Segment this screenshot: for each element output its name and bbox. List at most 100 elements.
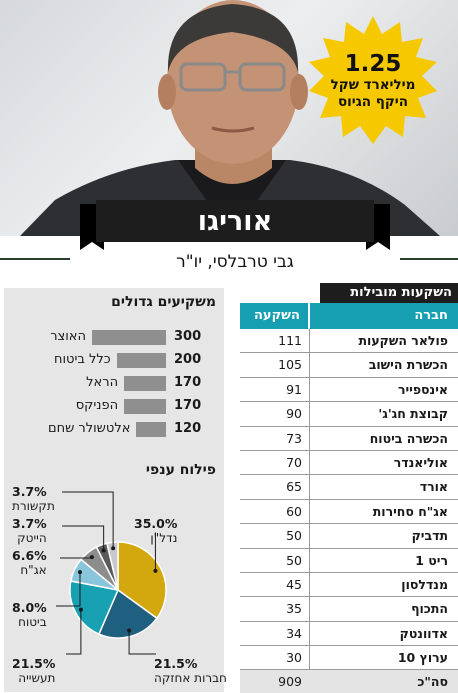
investment-value: 34 — [286, 625, 302, 641]
pie-leader-line — [154, 532, 156, 571]
pie-category-label: ביטוח — [18, 615, 47, 629]
pie-percent-label: 6.6% — [12, 548, 47, 563]
pie-label: 3.7% הייטק — [12, 516, 47, 545]
pie-label: 3.7% תקשורת — [12, 484, 55, 513]
bar-value-label: 170 — [174, 398, 202, 413]
company-name: אוליאנדר — [393, 454, 448, 470]
bar-row: 120 אלטשולר שחם — [4, 420, 224, 438]
pie-percent-label: 21.5% — [12, 656, 56, 671]
chairman-subtitle: גבי טרבלסי, יו"ר — [176, 252, 294, 272]
table-row: הכשרה ביטוח 73 — [240, 427, 458, 451]
pie-leader-dot — [101, 548, 106, 553]
company-name: הכשרת הישוב — [368, 357, 448, 373]
investment-value: 35 — [286, 601, 302, 617]
pie-slice — [117, 541, 167, 620]
pie-percent-label: 35.0% — [134, 516, 178, 531]
table-row: ערוץ 10 30 — [240, 646, 458, 671]
pie-category-label: חברות אחזקה — [154, 671, 227, 685]
company-name: אדוונטק — [399, 625, 448, 641]
company-name: הכשרה ביטוח — [369, 430, 448, 446]
amount-burst-text: 1.25 מיליארד שקל היקף הגיוס — [306, 14, 440, 148]
divider-line — [0, 258, 70, 260]
bar-row: 300 האוצר — [4, 328, 224, 346]
column-separator — [308, 303, 310, 329]
company-name: אינספייר — [397, 381, 448, 397]
pie-leader-dot — [153, 568, 158, 573]
bar — [124, 399, 166, 414]
pie-label: 6.6% אג"ח — [12, 548, 47, 577]
pie-leader-line — [56, 572, 81, 607]
investment-value: 45 — [286, 576, 302, 592]
pie-leader-dot — [127, 628, 132, 633]
bar-category-label: כלל ביטוח — [54, 352, 111, 367]
bar-category-label: הראל — [86, 375, 119, 390]
investment-value: 50 — [286, 552, 302, 568]
bar-row: 170 הפניקס — [4, 397, 224, 415]
pie-leader-dot — [77, 570, 82, 575]
column-header-investment: השקעה — [254, 308, 300, 323]
bar-row: 200 כלל ביטוח — [4, 351, 224, 369]
company-name: ערוץ 10 — [397, 650, 448, 666]
investment-value: 73 — [286, 430, 302, 446]
company-title: אוריגו — [197, 206, 273, 237]
table-row: התכוף 35 — [240, 597, 458, 622]
table-row: אדוונטק 34 — [240, 622, 458, 647]
column-header-company: חברה — [414, 308, 448, 323]
pie-category-label: אג"ח — [20, 563, 47, 577]
amount-burst-badge — [309, 16, 437, 144]
bar-category-label: הפניקס — [75, 398, 119, 413]
pie-slice — [69, 580, 120, 636]
investment-value: 50 — [286, 528, 302, 544]
pie-leader-line — [66, 609, 82, 655]
raise-caption: היקף הגיוס — [337, 94, 409, 110]
table-row: מנדלסון 45 — [240, 573, 458, 598]
table-row: אג"ח סחירות 60 — [240, 500, 458, 525]
column-separator — [309, 329, 310, 685]
pie-slice — [106, 541, 119, 591]
company-name: פולאר השקעות — [358, 333, 448, 348]
pie-category-label: תעשייה — [18, 671, 56, 685]
company-name: אג"ח סחירות — [372, 503, 448, 519]
investment-value: 60 — [286, 503, 302, 519]
pie-percent-label: 3.7% — [12, 484, 47, 499]
bar — [116, 353, 166, 368]
pie-category-label: הייטק — [17, 531, 47, 545]
investment-value: 90 — [286, 406, 302, 422]
bar — [136, 422, 166, 437]
bar-value-label: 200 — [174, 352, 202, 367]
bar — [92, 330, 166, 345]
company-name: התכוף — [411, 601, 448, 617]
investment-value: 65 — [286, 479, 302, 495]
investment-value: 91 — [286, 381, 302, 397]
pie-label: 21.5% חברות אחזקה — [154, 656, 227, 685]
bar-row: 170 הראל — [4, 374, 224, 392]
side-panel: משקיעים גדולים 300 האוצר 200 כלל ביטוח 170 הר… — [4, 288, 227, 692]
table-row: אורד 65 — [240, 475, 458, 500]
pie-label: 21.5% תעשייה — [12, 656, 55, 685]
investments-table-header: חברה השקעה — [240, 303, 458, 329]
bar-category-label: אלטשולר שחם — [47, 421, 131, 436]
pie-label: 35.0% נדל"ן — [134, 516, 177, 545]
raise-amount: 1.25 — [344, 51, 402, 77]
bar — [124, 376, 166, 391]
sector-breakdown-pie-chart — [56, 491, 167, 655]
pie-leader-dot — [78, 607, 83, 612]
pie-category-label: נדל"ן — [150, 531, 178, 545]
pie-percent-label: 21.5% — [154, 656, 198, 671]
bar-value-label: 300 — [174, 329, 202, 344]
table-row: ריט 1 50 — [240, 549, 458, 573]
bar-category-label: האוצר — [50, 329, 86, 344]
investments-table-title: השקעות מובילות — [320, 283, 458, 303]
bar-value-label: 120 — [174, 421, 202, 436]
investments-table-body: פולאר השקעות 111 הכשרת הישוב 105 אינספייר 91 ק… — [240, 329, 458, 693]
bar-value-label: 170 — [174, 375, 202, 390]
investment-value: 30 — [286, 650, 302, 666]
table-row: תדביק 50 — [240, 524, 458, 549]
large-investors-title: משקיעים גדולים — [111, 294, 216, 310]
table-total-row: סה"כ 909 — [240, 670, 458, 693]
company-name: אורד — [419, 479, 448, 495]
sector-breakdown-title: פילוח ענפי — [145, 462, 216, 478]
pie-leader-line — [128, 630, 156, 655]
pie-percent-label: 8.0% — [12, 600, 47, 615]
investment-value: 105 — [278, 357, 302, 373]
